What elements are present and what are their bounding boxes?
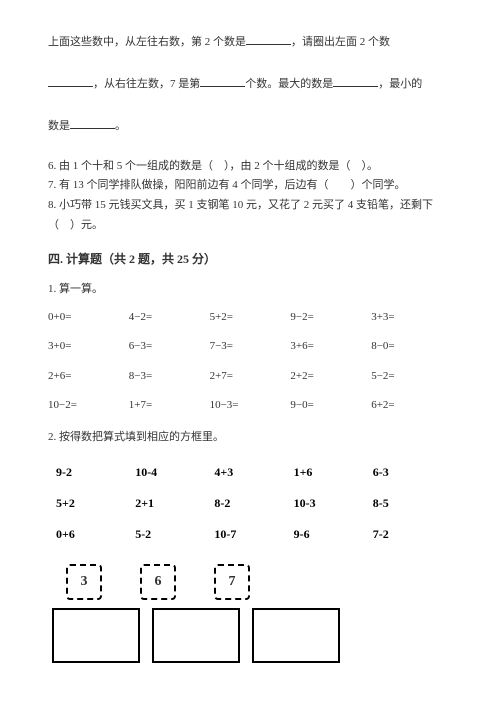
- calc-cell: 7−3=: [210, 338, 291, 356]
- text: ，请圈出左面 2 个数: [291, 36, 390, 48]
- expr-cell: 1+6: [294, 463, 373, 482]
- intro-para-3: 数是 。: [48, 114, 452, 138]
- calc-cell: 5−2=: [371, 368, 452, 386]
- blank: [70, 118, 115, 129]
- calc-cell: 6−3=: [129, 338, 210, 356]
- expr-cell: 5-2: [135, 525, 214, 544]
- section-4-title: 四. 计算题（共 2 题，共 25 分）: [48, 250, 452, 269]
- blank: [48, 76, 93, 87]
- calc-cell: 9−0=: [290, 397, 371, 415]
- target-box: 6: [140, 564, 176, 600]
- subtask-1-label: 1. 算一算。: [48, 281, 452, 299]
- intro-para-1: 上面这些数中，从左往右数，第 2 个数是 ，请圈出左面 2 个数: [48, 30, 452, 54]
- fill-questions: 6. 由 1 个十和 5 个一组成的数是（ ），由 2 个十组成的数是（ ）。 …: [48, 157, 452, 236]
- blank: [333, 76, 378, 87]
- calc-cell: 4−2=: [129, 309, 210, 327]
- text: ，从右往左数，7 是第: [93, 78, 200, 90]
- question-7: 7. 有 13 个同学排队做操，阳阳前边有 4 个同学，后边有（ ）个同学。: [48, 176, 452, 196]
- calc-cell: 9−2=: [290, 309, 371, 327]
- text: ，最小的: [378, 78, 422, 90]
- answer-box: [252, 608, 340, 663]
- expr-cell: 9-6: [294, 525, 373, 544]
- calc-cell: 8−3=: [129, 368, 210, 386]
- expression-grid: 9-2 10-4 4+3 1+6 6-3 5+2 2+1 8-2 10-3 8-…: [48, 463, 452, 545]
- expr-cell: 0+6: [56, 525, 135, 544]
- blank: [246, 34, 291, 45]
- expr-cell: 10-4: [135, 463, 214, 482]
- question-6: 6. 由 1 个十和 5 个一组成的数是（ ），由 2 个十组成的数是（ ）。: [48, 157, 452, 177]
- calc-cell: 3+0=: [48, 338, 129, 356]
- target-label: 3: [81, 571, 88, 593]
- target-box: 7: [214, 564, 250, 600]
- text: 数是: [48, 120, 70, 132]
- answer-box-row: [48, 608, 452, 663]
- calc-cell: 5+2=: [210, 309, 291, 327]
- calc-cell: 2+6=: [48, 368, 129, 386]
- calc-cell: 2+2=: [290, 368, 371, 386]
- subtask-2-label: 2. 按得数把算式填到相应的方框里。: [48, 429, 452, 447]
- calc-cell: 3+6=: [290, 338, 371, 356]
- text: 。: [115, 120, 126, 132]
- calc-cell: 3+3=: [371, 309, 452, 327]
- calc-cell: 1+7=: [129, 397, 210, 415]
- target-number-row: 3 6 7: [48, 564, 452, 600]
- calc-cell: 6+2=: [371, 397, 452, 415]
- calc-grid: 0+0= 4−2= 5+2= 9−2= 3+3= 3+0= 6−3= 7−3= …: [48, 309, 452, 415]
- target-box: 3: [66, 564, 102, 600]
- target-label: 7: [229, 571, 236, 593]
- expr-cell: 10-7: [214, 525, 293, 544]
- calc-cell: 10−3=: [210, 397, 291, 415]
- calc-cell: 0+0=: [48, 309, 129, 327]
- calc-cell: 10−2=: [48, 397, 129, 415]
- question-8: 8. 小巧带 15 元钱买文具，买 1 支钢笔 10 元，又花了 2 元买了 4…: [48, 196, 452, 236]
- expr-cell: 6-3: [373, 463, 452, 482]
- expr-cell: 4+3: [214, 463, 293, 482]
- blank: [200, 76, 245, 87]
- expr-cell: 5+2: [56, 494, 135, 513]
- calc-cell: 8−0=: [371, 338, 452, 356]
- expr-cell: 8-2: [214, 494, 293, 513]
- calc-cell: 2+7=: [210, 368, 291, 386]
- text: 个数。最大的数是: [245, 78, 333, 90]
- expr-cell: 2+1: [135, 494, 214, 513]
- expr-cell: 9-2: [56, 463, 135, 482]
- target-label: 6: [155, 571, 162, 593]
- answer-box: [152, 608, 240, 663]
- text: 上面这些数中，从左往右数，第 2 个数是: [48, 36, 246, 48]
- expr-cell: 7-2: [373, 525, 452, 544]
- expr-cell: 10-3: [294, 494, 373, 513]
- answer-box: [52, 608, 140, 663]
- expr-cell: 8-5: [373, 494, 452, 513]
- intro-para-2: ，从右往左数，7 是第 个数。最大的数是 ，最小的: [48, 72, 452, 96]
